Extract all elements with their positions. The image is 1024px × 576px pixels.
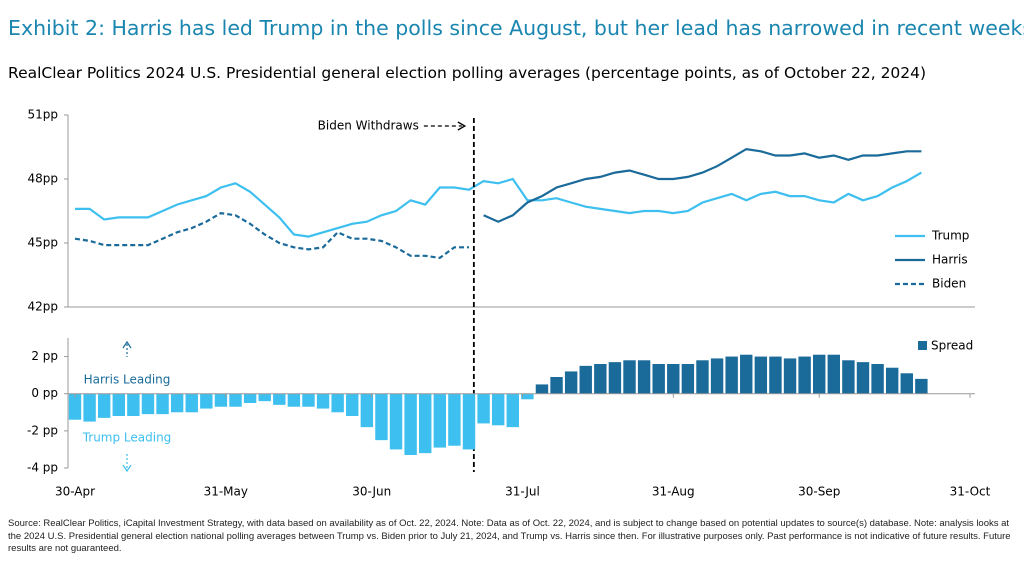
bar: [623, 360, 636, 394]
bar: [258, 393, 271, 402]
bar: [97, 393, 111, 418]
bar: [375, 393, 388, 441]
bar: [550, 377, 563, 394]
y-tick-label: -2 pp: [27, 423, 58, 437]
bar: [491, 393, 505, 426]
bar: [477, 393, 490, 424]
bar: [813, 354, 826, 394]
bar: [68, 393, 82, 420]
bar: [389, 393, 403, 450]
bar: [710, 358, 724, 394]
x-tick-label: 30-Jun: [352, 485, 391, 499]
annotation-arrow-head: [457, 121, 467, 131]
bar: [302, 393, 315, 407]
annotation: Biden Withdraws: [318, 119, 419, 133]
bar: [243, 393, 257, 403]
annotation: Harris Leading: [84, 373, 171, 387]
bar: [448, 393, 461, 446]
arrows: [122, 340, 132, 473]
bar: [419, 393, 432, 454]
y-tick-label: -4 pp: [27, 461, 58, 475]
bar: [521, 393, 534, 400]
bar: [535, 384, 549, 394]
bar: [681, 364, 695, 394]
bar: [856, 362, 870, 394]
x-tick-label: 30-Sep: [798, 485, 840, 499]
bar: [725, 356, 738, 394]
bar: [287, 393, 301, 407]
y-tick-label: 2 pp: [31, 349, 58, 363]
bar: [594, 364, 607, 394]
x-tick-label: 31-Jul: [505, 485, 540, 499]
annotation: Trump Leading: [82, 431, 172, 445]
bar: [360, 393, 374, 428]
bar: [740, 354, 753, 394]
bar: [900, 373, 913, 394]
bar: [462, 393, 476, 450]
bar: [170, 393, 184, 413]
title: Exhibit 2: Harris has led Trump in the p…: [8, 16, 1024, 40]
bar: [127, 393, 140, 416]
series-line: [74, 211, 469, 260]
bar: [273, 393, 286, 405]
bar: [652, 364, 665, 394]
up-arrow-head: [122, 340, 132, 349]
legend-label: Spread: [931, 339, 973, 353]
y-tick-label: 51pp: [27, 108, 58, 122]
x-tick-label: 31-Aug: [652, 485, 695, 499]
down-arrow-head: [122, 464, 132, 473]
bar: [915, 378, 928, 394]
bar: [827, 354, 841, 394]
y-tick-label: 0 pp: [31, 386, 58, 400]
y-tick-label: 48pp: [27, 172, 58, 186]
legend-label: Harris: [932, 253, 968, 267]
bar: [769, 356, 782, 394]
bar: [885, 367, 899, 394]
bar: [156, 393, 169, 415]
bar: [564, 371, 578, 394]
bar: [433, 393, 447, 448]
bar: [200, 393, 213, 409]
bar: [331, 393, 344, 413]
x-tick-label: 31-Oct: [950, 485, 991, 499]
bar: [404, 393, 417, 455]
bar: [667, 364, 680, 394]
bar: [579, 365, 592, 394]
bar: [608, 362, 622, 394]
series-line: [75, 171, 922, 238]
bar: [506, 393, 519, 428]
bar: [696, 360, 709, 394]
bar: [141, 393, 155, 415]
bar: [842, 360, 855, 394]
bar: [185, 393, 198, 413]
bar: [112, 393, 125, 416]
series-line: [483, 147, 922, 223]
subtitle: RealClear Politics 2024 U.S. Presidentia…: [8, 64, 927, 82]
bar: [229, 393, 242, 407]
bar: [214, 393, 228, 407]
bar: [754, 356, 768, 394]
bar: [316, 393, 330, 409]
bar: [83, 393, 96, 422]
bar: [637, 360, 651, 394]
legend-label: Biden: [932, 277, 966, 291]
bar: [871, 364, 884, 394]
bar: [798, 356, 811, 394]
y-tick-label: 45pp: [27, 236, 58, 250]
x-tick-label: 30-Apr: [55, 485, 95, 499]
x-tick-label: 31-May: [204, 485, 248, 499]
y-tick-label: 42pp: [27, 300, 58, 314]
legend-swatch: [918, 341, 927, 350]
bar: [346, 393, 359, 416]
source-note: Source: RealClear Politics, iCapital Inv…: [8, 518, 1011, 554]
bar: [783, 358, 797, 394]
legend-label: Trump: [931, 229, 969, 243]
